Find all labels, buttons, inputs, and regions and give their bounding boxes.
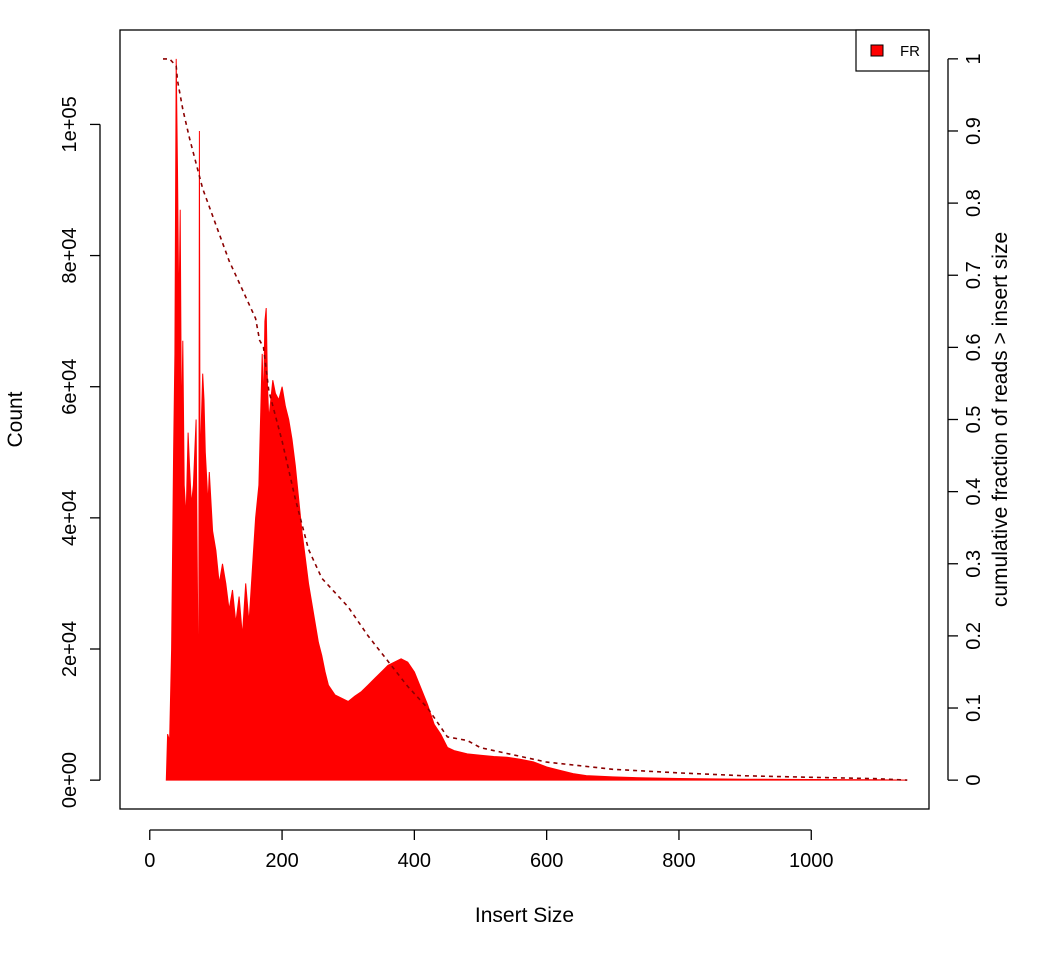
y-axis-right: 0 0.1 0.2 0.3 0.4 0.5 0.6 0.7 0.8 0.9 1	[947, 53, 985, 786]
y-tick-label: 1e+05	[59, 96, 81, 152]
x-tick-label: 800	[662, 850, 695, 872]
y-tick-label: 0e+00	[59, 752, 81, 808]
y2-tick-label: 0.4	[963, 478, 985, 506]
histogram-layer	[165, 58, 908, 781]
y2-axis-title: cumulative fraction of reads > insert si…	[989, 232, 1012, 607]
y2-tick-label: 0	[963, 775, 985, 786]
y2-tick-label: 0.1	[963, 694, 985, 722]
y-axis-title: Count	[4, 391, 27, 447]
x-tick-label: 600	[530, 850, 563, 872]
y-tick-label: 8e+04	[59, 228, 81, 284]
y2-tick-label: 0.8	[963, 189, 985, 217]
x-axis: 0 200 400 600 800 1000	[144, 829, 834, 872]
y2-tick-label: 0.2	[963, 622, 985, 650]
histogram-area	[165, 58, 908, 781]
x-tick-label: 200	[265, 850, 298, 872]
x-tick-label: 400	[398, 850, 431, 872]
y-tick-label: 2e+04	[59, 621, 81, 677]
y2-tick-label: 1	[963, 53, 985, 64]
legend-box	[855, 29, 930, 72]
y2-tick-label: 0.7	[963, 261, 985, 289]
plot-frame	[119, 29, 930, 810]
y-tick-label: 4e+04	[59, 490, 81, 546]
y2-tick-label: 0.3	[963, 550, 985, 578]
y2-tick-label: 0.5	[963, 406, 985, 434]
legend-swatch-fr	[870, 44, 884, 57]
cumulative-fraction-line	[163, 58, 908, 781]
x-tick-label: 1000	[789, 850, 834, 872]
x-axis-title: Insert Size	[475, 904, 574, 927]
legend-label-fr: FR	[900, 43, 920, 60]
y2-tick-label: 0.9	[963, 117, 985, 145]
legend: FR	[855, 29, 930, 72]
x-tick-label: 0	[144, 850, 155, 872]
cumulative-line-layer	[163, 58, 908, 781]
y-axis-left: 0e+00 2e+04 4e+04 6e+04 8e+04 1e+05	[59, 96, 101, 808]
y-tick-label: 6e+04	[59, 359, 81, 415]
y2-tick-label: 0.6	[963, 333, 985, 361]
